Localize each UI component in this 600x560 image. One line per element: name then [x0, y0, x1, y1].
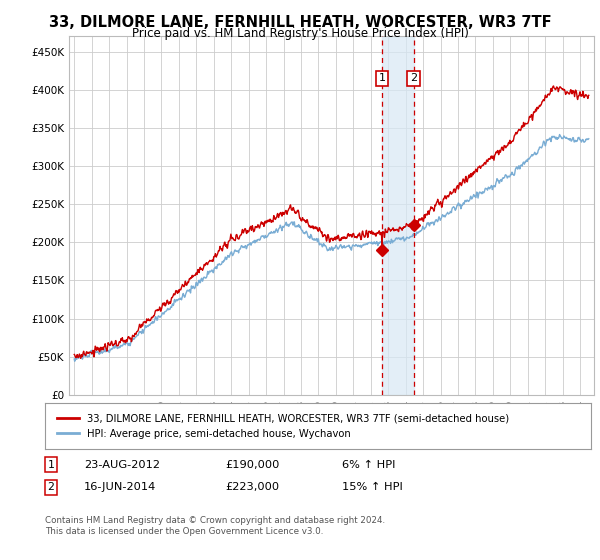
Text: 15% ↑ HPI: 15% ↑ HPI: [342, 482, 403, 492]
Text: Contains HM Land Registry data © Crown copyright and database right 2024.
This d: Contains HM Land Registry data © Crown c…: [45, 516, 385, 536]
Text: 23-AUG-2012: 23-AUG-2012: [84, 460, 160, 470]
Bar: [382, 36, 413, 395]
Text: 2: 2: [410, 73, 417, 83]
Text: Price paid vs. HM Land Registry's House Price Index (HPI): Price paid vs. HM Land Registry's House …: [131, 27, 469, 40]
Legend: 33, DILMORE LANE, FERNHILL HEATH, WORCESTER, WR3 7TF (semi-detached house), HPI:: 33, DILMORE LANE, FERNHILL HEATH, WORCES…: [53, 409, 513, 443]
Text: 33, DILMORE LANE, FERNHILL HEATH, WORCESTER, WR3 7TF: 33, DILMORE LANE, FERNHILL HEATH, WORCES…: [49, 15, 551, 30]
Text: £223,000: £223,000: [225, 482, 279, 492]
Text: £190,000: £190,000: [225, 460, 280, 470]
Text: 1: 1: [47, 460, 55, 470]
Text: 1: 1: [379, 73, 385, 83]
Text: 2: 2: [47, 482, 55, 492]
Text: 6% ↑ HPI: 6% ↑ HPI: [342, 460, 395, 470]
Text: 16-JUN-2014: 16-JUN-2014: [84, 482, 156, 492]
